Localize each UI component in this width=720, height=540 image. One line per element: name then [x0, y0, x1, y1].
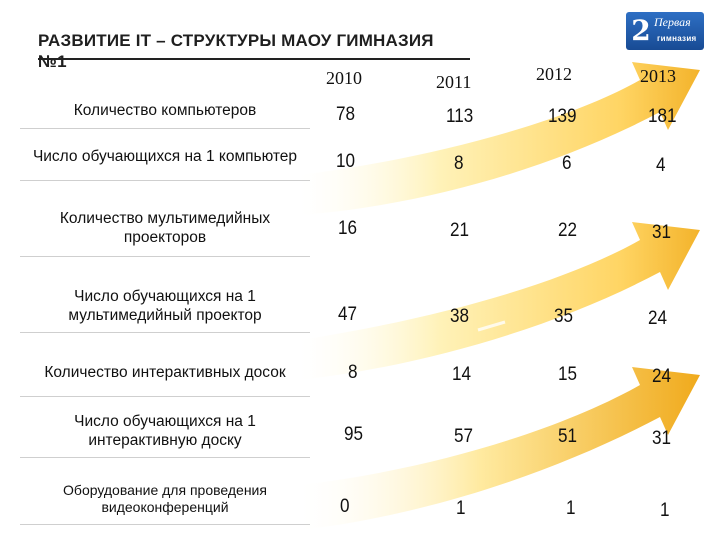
title-underline	[38, 58, 470, 60]
year-header-2010: 2010	[326, 68, 362, 88]
value-students-per-computer-2013: 4	[656, 155, 666, 176]
arrow-middle	[300, 222, 700, 380]
value-computers-2013: 181	[648, 106, 677, 127]
year-header-2012: 2012	[536, 64, 572, 84]
value-computers-2011: 113	[446, 106, 474, 127]
value-projectors-2011: 21	[450, 220, 470, 241]
gymnasium-logo: 2 Первая гимназия	[626, 12, 704, 50]
value-students-per-computer-2010: 10	[336, 151, 356, 172]
value-students-per-projector-2011: 38	[450, 306, 470, 327]
value-computers-2010: 78	[336, 104, 356, 125]
value-projectors-2013: 31	[652, 222, 672, 243]
value-computers-2012: 139	[548, 106, 577, 127]
value-videoconference-2010: 0	[340, 496, 350, 517]
value-students-per-board-2010: 95	[344, 424, 364, 445]
logo-text-top: Первая	[654, 15, 691, 29]
value-students-per-board-2012: 51	[558, 426, 578, 447]
value-videoconference-2012: 1	[566, 498, 576, 519]
year-header-2011: 2011	[436, 72, 472, 92]
row-label-computers: Количество компьютеров	[20, 92, 310, 129]
value-students-per-computer-2011: 8	[454, 153, 464, 174]
value-students-per-projector-2013: 24	[648, 308, 668, 329]
value-projectors-2010: 16	[338, 218, 358, 239]
value-videoconference-2013: 1	[660, 500, 670, 521]
row-label-projectors: Количество мультимедийных проекторов	[20, 200, 310, 257]
value-students-per-board-2013: 31	[652, 428, 672, 449]
row-label-students-per-board: Число обучающихся на 1 интерактивную дос…	[20, 405, 310, 458]
value-boards-2010: 8	[348, 362, 358, 383]
arrow-bottom	[300, 367, 700, 530]
arrow-top	[300, 62, 700, 215]
page-title: РАЗВИТИЕ IT – СТРУКТУРЫ МАОУ ГИМНАЗИЯ №1	[38, 31, 434, 71]
logo-text-bottom: гимназия	[657, 34, 697, 43]
value-projectors-2012: 22	[558, 220, 578, 241]
value-students-per-board-2011: 57	[454, 426, 474, 447]
value-videoconference-2011: 1	[456, 498, 466, 519]
row-label-students-per-projector: Число обучающихся на 1 мультимедийный пр…	[20, 280, 310, 333]
logo-mark: 2	[631, 14, 651, 47]
value-boards-2013: 24	[652, 366, 672, 387]
value-boards-2012: 15	[558, 364, 578, 385]
row-label-students-per-computer: Число обучающихся на 1 компьютер	[20, 132, 310, 181]
value-students-per-projector-2012: 35	[554, 306, 574, 327]
value-students-per-computer-2012: 6	[562, 153, 572, 174]
row-label-videoconference: Оборудование для проведения видеоконфере…	[20, 474, 310, 525]
year-header-2013: 2013	[640, 66, 676, 86]
value-students-per-projector-2010: 47	[338, 304, 358, 325]
value-boards-2011: 14	[452, 364, 472, 385]
row-label-boards: Количество интерактивных досок	[20, 348, 310, 397]
